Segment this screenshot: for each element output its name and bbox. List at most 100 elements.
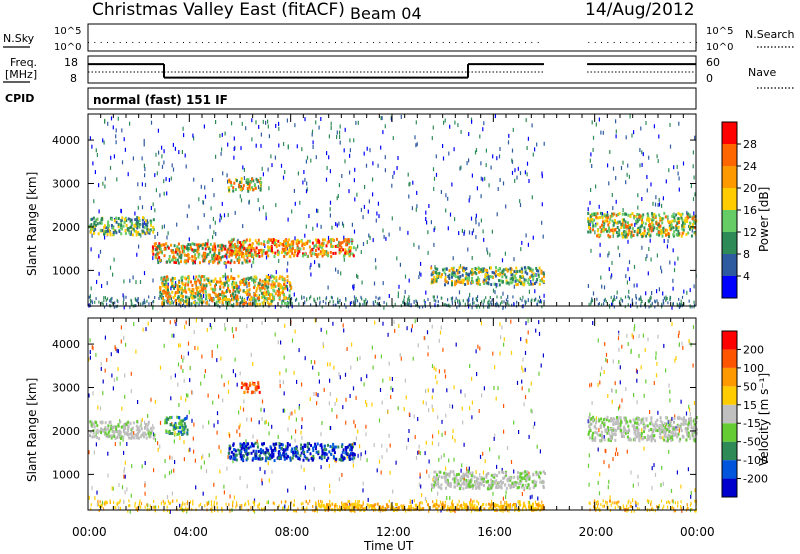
scatter-point: [261, 481, 263, 486]
scatter-point: [675, 355, 677, 360]
echo-cell: [258, 251, 261, 255]
echo-cell: [609, 235, 612, 239]
echo-cell: [90, 223, 93, 227]
echo-cell: [515, 283, 518, 287]
scatter-point: [336, 398, 338, 403]
nsearch-label: N.Search: [745, 28, 795, 41]
scatter-point: [597, 502, 599, 506]
echo-cell: [453, 271, 456, 275]
echo-cell: [191, 258, 194, 262]
echo-cell: [597, 216, 600, 220]
scatter-point: [440, 455, 442, 460]
scatter-point: [678, 342, 680, 347]
echo-cell: [274, 241, 277, 245]
echo-cell: [216, 257, 219, 261]
scatter-point: [111, 486, 113, 491]
echo-cell: [655, 222, 658, 226]
scatter-point: [436, 503, 438, 507]
scatter-point: [365, 298, 367, 302]
echo-cell: [163, 275, 166, 279]
echo-cell: [237, 298, 240, 301]
search-noise-point: [176, 42, 178, 43]
search-noise-point: [94, 42, 96, 43]
scatter-point: [218, 445, 220, 450]
scatter-point: [444, 118, 446, 123]
echo-cell: [688, 225, 691, 229]
scatter-point: [628, 289, 630, 294]
scatter-point: [300, 464, 302, 469]
echo-cell: [431, 278, 434, 282]
scatter-point: [490, 165, 492, 170]
echo-cell: [292, 242, 295, 246]
scatter-point: [109, 299, 111, 303]
scatter-point: [333, 365, 335, 370]
scatter-point: [406, 445, 408, 450]
scatter-point: [113, 378, 115, 383]
scatter-point: [352, 284, 354, 289]
echo-cell: [135, 217, 138, 221]
search-noise-point: [221, 42, 222, 43]
echo-cell: [290, 249, 293, 252]
scatter-point: [187, 341, 190, 346]
scatter-point: [187, 393, 189, 398]
scatter-point: [296, 379, 298, 384]
scatter-point: [408, 429, 410, 433]
echo-cell: [284, 239, 287, 242]
scatter-point: [397, 295, 399, 299]
scatter-point: [296, 297, 298, 301]
echo-cell: [170, 243, 173, 247]
echo-cell: [184, 284, 187, 287]
scatter-point: [471, 256, 473, 260]
scatter-point: [262, 119, 264, 124]
echo-cell: [454, 280, 457, 284]
echo-cell: [248, 250, 251, 254]
scatter-point: [410, 303, 412, 307]
scatter-point: [604, 297, 606, 301]
scatter-point: [243, 399, 245, 404]
scatter-point: [523, 402, 525, 407]
scatter-point: [163, 343, 165, 348]
echo-cell: [437, 272, 440, 276]
scatter-point: [442, 347, 444, 352]
echo-cell: [251, 278, 254, 282]
scatter-point: [154, 438, 157, 442]
echo-cell: [629, 215, 632, 218]
scatter-point: [267, 422, 270, 427]
scatter-point: [416, 142, 418, 147]
echo-cell: [477, 282, 480, 286]
scatter-point: [338, 240, 340, 245]
echo-cell: [131, 221, 133, 225]
scatter-point: [609, 499, 611, 503]
echo-cell: [638, 228, 641, 232]
scatter-point: [521, 240, 523, 245]
scatter-point: [206, 327, 208, 332]
echo-cell: [314, 238, 317, 242]
scatter-point: [475, 220, 477, 225]
echo-cell: [681, 212, 684, 216]
echo-cell: [268, 297, 270, 301]
velocity-data: [88, 318, 698, 514]
echo-cell: [594, 224, 597, 228]
search-noise-point: [126, 42, 127, 43]
echo-cell: [531, 273, 534, 277]
scatter-point: [285, 500, 287, 504]
scatter-point: [519, 199, 521, 204]
scatter-point: [446, 496, 448, 500]
scatter-point: [226, 305, 228, 310]
echo-cell: [158, 242, 161, 246]
echo-cell: [681, 227, 684, 231]
scatter-point: [161, 225, 163, 230]
echo-cell: [248, 185, 251, 189]
echo-cell: [212, 298, 215, 302]
scatter-point: [653, 124, 655, 129]
scatter-point: [648, 247, 650, 251]
scatter-point: [418, 502, 421, 505]
scatter-point: [433, 242, 435, 247]
scatter-point: [99, 500, 101, 504]
echo-cell: [624, 230, 627, 234]
scatter-point: [635, 501, 637, 505]
scatter-point: [425, 217, 427, 221]
echo-cell: [161, 300, 164, 304]
echo-cell: [528, 266, 531, 270]
echo-cell: [603, 214, 606, 218]
